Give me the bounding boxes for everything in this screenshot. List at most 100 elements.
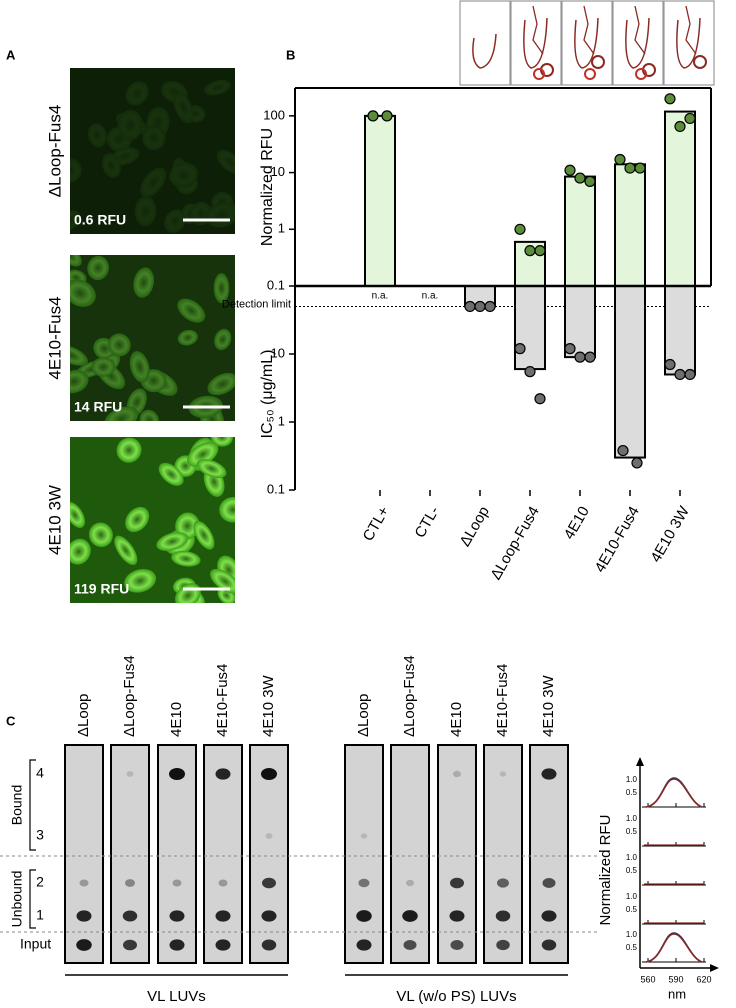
- blot-spot: [126, 771, 134, 777]
- cell: [91, 357, 116, 377]
- blot-spot: [261, 768, 277, 780]
- cell: [214, 328, 232, 351]
- molecule: [574, 17, 599, 69]
- cell: [117, 109, 143, 141]
- blot-spot: [542, 878, 556, 888]
- cell: [169, 162, 199, 188]
- x-tick-label: CTL-: [412, 503, 443, 540]
- detection-label: Detection limit: [222, 298, 291, 310]
- cell: [116, 437, 142, 463]
- blot-spot: [356, 939, 372, 951]
- blot-spot: [496, 939, 510, 951]
- blot-spot: [261, 939, 277, 951]
- cell: [70, 538, 91, 565]
- data-point: [574, 351, 586, 363]
- blot-spot: [218, 879, 228, 887]
- blot-spot: [169, 768, 185, 780]
- y-axis-label: IC₅₀ (μg/mL): [259, 350, 276, 439]
- data-point: [674, 368, 686, 381]
- ring: [533, 68, 545, 80]
- cell: [210, 437, 234, 447]
- spectrum-y-tick: 1.0: [626, 892, 638, 901]
- bar: [664, 110, 696, 287]
- data-point: [574, 172, 586, 184]
- cell: [210, 568, 235, 594]
- data-point: [464, 300, 476, 313]
- cell: [173, 91, 194, 124]
- molecule: [532, 5, 544, 55]
- ring: [635, 68, 647, 80]
- y-tick-label: 1: [278, 413, 285, 428]
- column-label: 4E10-Fus4: [494, 664, 511, 737]
- cell: [133, 267, 155, 298]
- column-label: ΔLoop: [75, 694, 92, 737]
- panel-label: C: [6, 713, 16, 728]
- data-point: [534, 393, 546, 405]
- column-label: 4E10 3W: [260, 674, 277, 737]
- blot-strip: [529, 744, 569, 964]
- blot-spot: [261, 910, 277, 922]
- data-point: [524, 245, 536, 257]
- cell: [207, 372, 235, 396]
- arrow: [710, 964, 719, 972]
- cell: [70, 345, 88, 366]
- spectrum-y-tick: 0.5: [626, 866, 638, 875]
- molecule: [685, 5, 697, 55]
- cell: [125, 81, 149, 106]
- blot-spot: [79, 879, 89, 887]
- cell: [196, 459, 227, 479]
- ring: [584, 68, 596, 80]
- spectrum-y-tick: 1.0: [626, 853, 638, 862]
- row-label: Input: [20, 936, 51, 952]
- spectrum-y-tick: 1.0: [626, 930, 638, 939]
- cells: [70, 255, 235, 421]
- cell: [70, 502, 86, 528]
- column-label: 4E10 3W: [540, 674, 557, 737]
- blot-spot: [406, 879, 414, 887]
- cell: [193, 520, 215, 550]
- molecule: [676, 17, 701, 69]
- cell: [88, 522, 113, 548]
- cell: [204, 79, 232, 96]
- image-label: 4E10 3W: [45, 485, 64, 555]
- cell: [156, 532, 189, 551]
- cell: [70, 158, 82, 183]
- cell: [142, 125, 166, 151]
- blot-spot: [76, 910, 92, 922]
- data-point: [674, 120, 686, 133]
- cell: [87, 255, 110, 281]
- column-label: ΔLoop-Fus4: [121, 655, 138, 737]
- blot-spot: [356, 910, 372, 922]
- cell: [158, 462, 184, 486]
- cell: [177, 298, 206, 323]
- cells: [70, 437, 235, 603]
- data-point: [631, 457, 643, 469]
- row-label: 1: [36, 907, 44, 923]
- micrograph: [70, 437, 235, 603]
- y-tick-label: 100: [263, 107, 285, 122]
- molecule: [523, 17, 548, 69]
- bar: [614, 163, 646, 288]
- bar: [364, 114, 396, 287]
- ring: [693, 55, 707, 69]
- value-label: n.a.: [372, 291, 389, 302]
- cell: [70, 279, 96, 307]
- data-point: [534, 245, 546, 257]
- x-tick-label: 4E10 3W: [647, 503, 693, 566]
- image-label: ΔLoop-Fus4: [45, 105, 64, 198]
- cell: [87, 123, 107, 148]
- column-label: 4E10-Fus4: [214, 664, 231, 737]
- cell: [177, 329, 198, 346]
- blot-spot: [402, 910, 418, 922]
- spectrum-x-tick: 590: [668, 974, 683, 984]
- spectrum-curve: [645, 933, 703, 963]
- data-point: [484, 300, 496, 313]
- y-tick-label: 0.1: [267, 277, 285, 292]
- bar: [514, 285, 546, 371]
- arrow: [636, 757, 644, 766]
- cell: [129, 351, 150, 383]
- blot-spot: [541, 910, 557, 922]
- panel-label: A: [6, 47, 16, 62]
- data-point: [617, 444, 629, 457]
